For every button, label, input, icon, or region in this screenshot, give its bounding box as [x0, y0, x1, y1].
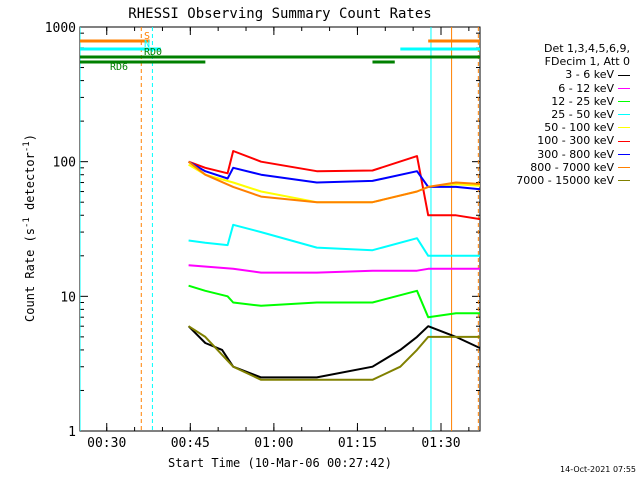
- y-tick-label: 100: [53, 156, 76, 171]
- legend: Det 1,3,4,5,6,9, FDecim 1, Att 0 3 - 6 ke…: [490, 42, 630, 187]
- timestamp: 14-Oct-2021 07:55: [560, 465, 636, 474]
- legend-item-label: 6 - 12 keV: [558, 81, 614, 95]
- x-tick-label: 01:00: [254, 436, 293, 451]
- legend-swatch: [618, 153, 630, 155]
- legend-item-label: 50 - 100 keV: [544, 121, 614, 135]
- legend-swatch: [618, 166, 630, 168]
- x-tick-label: 00:30: [87, 436, 126, 451]
- flag-label-rd0: RD0: [144, 47, 162, 58]
- legend-header-line: FDecim 1, Att 0: [544, 55, 630, 69]
- x-tick-label: 00:45: [171, 436, 210, 451]
- series-line-7: [187, 160, 480, 204]
- plot-frame: [79, 26, 481, 432]
- legend-item: 6 - 12 keV: [490, 82, 630, 95]
- flag-label-rd6: RD6: [110, 62, 128, 73]
- y-axis-label: Count Rate (s-1 detector-1): [22, 134, 37, 322]
- y-axis-label-part: -1: [22, 217, 32, 228]
- y-axis-label-part: ): [23, 134, 37, 141]
- legend-item-label: 7000 - 15000 keV: [516, 174, 614, 188]
- legend-swatch: [618, 100, 630, 102]
- y-axis-label-part: Count Rate (s: [23, 228, 37, 322]
- y-tick-label: 1000: [45, 21, 76, 36]
- series-line-2: [188, 284, 480, 319]
- flag-label-n: N: [144, 39, 150, 50]
- legend-item: 300 - 800 keV: [490, 148, 630, 161]
- series-line-6: [188, 160, 480, 191]
- legend-item-label: 12 - 25 keV: [551, 94, 614, 108]
- legend-swatch: [618, 140, 630, 142]
- legend-item-label: 300 - 800 keV: [537, 147, 614, 161]
- legend-item: 100 - 300 keV: [490, 134, 630, 147]
- legend-item: 25 - 50 keV: [490, 108, 630, 121]
- legend-item-label: 800 - 7000 keV: [530, 160, 614, 174]
- y-tick-label: 1: [68, 425, 76, 440]
- chart-title: RHESSI Observing Summary Count Rates: [128, 6, 431, 22]
- series-line-5: [188, 150, 480, 221]
- legend-swatch: [618, 74, 630, 76]
- legend-item-label: 100 - 300 keV: [537, 134, 614, 148]
- legend-item: 7000 - 15000 keV: [490, 174, 630, 187]
- series-line-3: [188, 223, 480, 257]
- legend-item-label: 25 - 50 keV: [551, 108, 614, 122]
- x-tick-label: 01:15: [338, 436, 377, 451]
- y-axis-label-part: -1: [22, 141, 32, 152]
- y-tick-label: 10: [60, 290, 76, 305]
- x-tick-label: 01:30: [421, 436, 460, 451]
- x-axis-label: Start Time (10-Mar-06 00:27:42): [168, 456, 392, 470]
- series-line-8: [188, 325, 480, 381]
- y-axis-label-part: detector: [23, 152, 37, 217]
- legend-item: 3 - 6 keV: [490, 68, 630, 81]
- legend-item: 800 - 7000 keV: [490, 161, 630, 174]
- legend-swatch: [618, 87, 630, 89]
- legend-swatch: [618, 180, 630, 182]
- series-line-0: [187, 325, 480, 379]
- legend-header-line: Det 1,3,4,5,6,9,: [543, 42, 630, 55]
- legend-item: 12 - 25 keV: [490, 95, 630, 108]
- legend-item-label: 3 - 6 keV: [565, 68, 614, 82]
- legend-swatch: [618, 127, 630, 129]
- flag-label-s: S: [144, 31, 150, 42]
- legend-swatch: [618, 114, 630, 116]
- legend-item: 50 - 100 keV: [490, 121, 630, 134]
- series-line-1: [188, 264, 480, 274]
